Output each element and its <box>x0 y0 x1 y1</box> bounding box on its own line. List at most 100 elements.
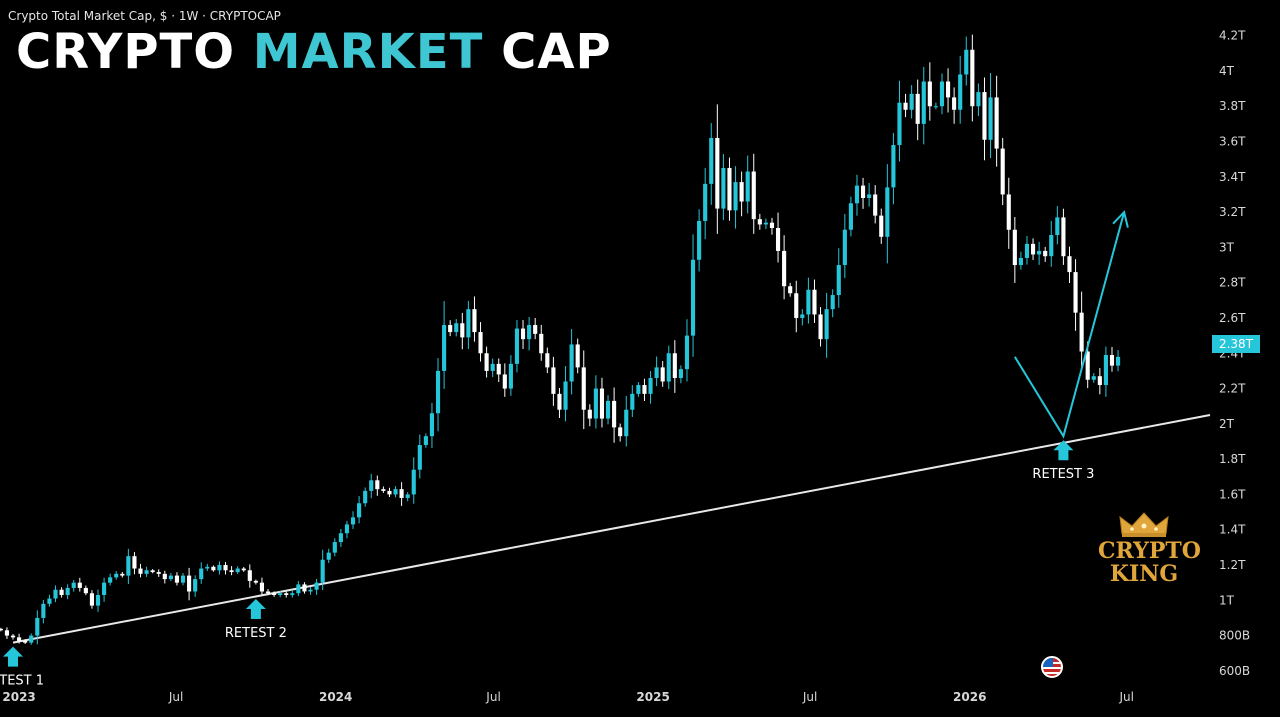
candle-body <box>47 598 52 604</box>
y-tick-label: 2.2T <box>1219 382 1246 396</box>
candle-body <box>150 570 155 573</box>
candle-body <box>156 572 161 574</box>
candle-body <box>642 385 647 394</box>
y-tick-label: 1T <box>1219 593 1235 607</box>
candle-body <box>1103 355 1108 386</box>
candle-body <box>417 445 422 470</box>
x-tick-label: Jul <box>802 690 817 704</box>
candle-body <box>533 325 538 334</box>
candle-body <box>332 542 337 553</box>
candle-body <box>958 74 963 110</box>
candle-body <box>921 81 926 124</box>
candle-body <box>1091 376 1096 380</box>
retest-label: RETEST 3 <box>1032 467 1094 482</box>
projection-path <box>1013 211 1126 439</box>
candle-body <box>873 194 878 216</box>
y-tick-label: 800B <box>1219 629 1250 643</box>
candle-body <box>344 524 350 534</box>
candle-body <box>472 309 477 333</box>
candle-body <box>1073 272 1078 313</box>
candle-body <box>265 591 271 594</box>
x-tick-label: Jul <box>168 690 183 704</box>
candle-body <box>502 374 507 389</box>
last-price-label: 2.38T <box>1212 335 1260 353</box>
candle-body <box>1109 355 1115 366</box>
candle-body <box>174 575 180 583</box>
y-axis[interactable]: 600B800B1T1.2T1.4T1.6T1.8T2T2.2T2.4T2.6T… <box>1219 29 1250 678</box>
x-tick-label: 2026 <box>953 690 986 704</box>
candle-body <box>581 367 586 410</box>
candle-body <box>1097 376 1102 386</box>
candle-body <box>618 427 623 437</box>
candle-body <box>988 97 993 140</box>
retest-arrow-icon <box>1053 440 1074 461</box>
candle-body <box>363 490 368 504</box>
candle-body <box>144 570 149 574</box>
candle-body <box>1079 312 1084 352</box>
candle-body <box>460 323 465 338</box>
y-tick-label: 1.2T <box>1219 558 1246 572</box>
candle-body <box>1049 235 1054 257</box>
candle-body <box>247 570 252 581</box>
candle-body <box>885 187 890 237</box>
candle-body <box>423 436 428 446</box>
candle-body <box>217 565 222 571</box>
candle-body <box>751 171 756 220</box>
y-tick-label: 1.4T <box>1219 523 1246 537</box>
candle-body <box>733 182 738 211</box>
candle-body <box>636 385 641 394</box>
candle-body <box>484 353 489 371</box>
candle-body <box>180 575 186 583</box>
y-tick-label: 3.2T <box>1219 205 1246 219</box>
candle-body <box>891 145 896 188</box>
candle-body <box>1018 257 1023 266</box>
candle-body <box>1085 351 1090 380</box>
candle-body <box>77 582 82 588</box>
candle-body <box>593 388 598 419</box>
candle-body <box>660 367 665 382</box>
x-axis[interactable]: 2023 Jul 2024 Jul 2025 Jul 2026 Jul <box>2 690 1134 704</box>
trendline-layer <box>12 414 1211 644</box>
candle-body <box>95 595 101 606</box>
candle-body <box>108 577 113 583</box>
candle-body <box>933 106 938 108</box>
candle-body <box>478 332 483 354</box>
candle-body <box>0 628 3 631</box>
candle-body <box>187 575 192 592</box>
x-tick-label: 2023 <box>2 690 35 704</box>
us-flag-icon[interactable] <box>1041 656 1063 678</box>
headline-word-cap: CAP <box>501 24 612 80</box>
y-tick-label: 4.2T <box>1219 29 1246 43</box>
y-tick-label: 2.8T <box>1219 276 1246 290</box>
candle-body <box>806 289 811 315</box>
candle-body <box>1006 194 1011 230</box>
candle-body <box>229 570 234 573</box>
candle-body <box>763 222 768 225</box>
y-tick-label: 1.8T <box>1219 452 1246 466</box>
crown-icon <box>1119 512 1169 537</box>
projection-layer <box>1013 210 1129 439</box>
candle-body <box>915 93 920 124</box>
candle-body <box>545 353 550 368</box>
brand-logo: CRYPTO KING <box>1098 512 1201 586</box>
candle-body <box>508 363 513 389</box>
candle-body <box>757 219 762 225</box>
candle-body <box>241 568 246 571</box>
candle-body <box>520 328 526 340</box>
candle-body <box>320 559 325 583</box>
headline-word-market: MARKET <box>252 24 484 80</box>
candle-body <box>138 568 143 574</box>
candle-body <box>721 167 726 209</box>
candles-layer <box>0 34 1121 645</box>
candle-body <box>120 573 125 576</box>
candle-body <box>666 353 671 382</box>
candle-body <box>575 344 580 368</box>
candle-body <box>624 409 629 437</box>
candle-body <box>454 323 459 333</box>
candle-body <box>296 584 301 594</box>
symbol-info: Crypto Total Market Cap, $ · 1W · CRYPTO… <box>8 9 281 23</box>
candle-body <box>35 617 40 636</box>
candle-body <box>775 227 781 251</box>
candle-body <box>1012 229 1017 266</box>
candle-body <box>387 490 392 495</box>
